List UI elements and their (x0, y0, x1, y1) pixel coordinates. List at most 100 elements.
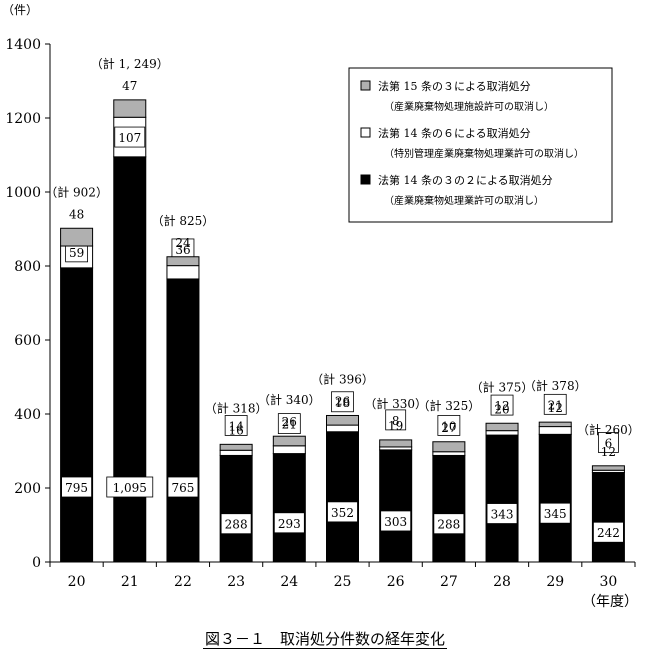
data-label: 59 (69, 246, 84, 260)
data-label-box (486, 503, 518, 524)
total-label: （計 375） (471, 379, 534, 394)
x-tick-label: 26 (387, 574, 405, 590)
x-tick-label: 23 (227, 574, 245, 590)
data-label: 27 (441, 421, 456, 435)
bar-group: 795 59 48 （計 902） (45, 184, 108, 563)
data-label-box (114, 126, 146, 148)
data-label: 352 (331, 506, 354, 520)
bar-segment (591, 465, 625, 471)
data-label-box (539, 502, 571, 524)
data-label: 1,095 (113, 481, 147, 495)
bar-segment (538, 426, 572, 435)
data-label: 345 (544, 507, 567, 521)
y-axis: 0 200 400 600 800 1000 1200 1400 (5, 37, 51, 571)
total-label: （計 330） (364, 396, 427, 411)
bar-segment (485, 430, 519, 436)
bar-segment (485, 422, 519, 432)
total-label: （計 378） (524, 378, 587, 393)
data-label-box (331, 391, 354, 413)
x-axis: 20 21 22 23 24 25 26 27 28 29 30 (49, 561, 636, 590)
chart: （件） 0 200 400 600 800 1000 1200 1400 795 59 48 （計 … (2, 3, 640, 610)
bar-segment (60, 227, 94, 247)
data-label: 20 (494, 402, 509, 416)
x-tick-label: 28 (493, 574, 511, 590)
bar-segment (326, 414, 359, 426)
bar-segment (326, 424, 359, 433)
total-label: （計 902） (45, 184, 108, 199)
legend-swatch (360, 174, 371, 185)
data-label: 303 (384, 515, 407, 529)
data-label: 24 (175, 236, 191, 250)
data-label: 293 (278, 517, 301, 531)
data-label: 12 (601, 445, 616, 459)
data-label: 288 (437, 518, 460, 532)
x-tick-label: 24 (280, 574, 298, 590)
legend-sublabel: （特別管理産業廃棄物処理業許可の取消し） (384, 147, 584, 160)
data-label-box (543, 393, 567, 415)
bar-segment (272, 435, 306, 447)
bar-segment (591, 471, 625, 563)
data-label-box (490, 394, 514, 416)
y-tick-label: 400 (14, 407, 41, 423)
legend-sublabel: （産業廃棄物処理施設許可の取消し） (384, 100, 554, 113)
legend-sublabel: （産業廃棄物処理業許可の取消し） (384, 194, 544, 207)
bar-segment (432, 441, 466, 453)
bar-segment (219, 449, 253, 456)
bar-segment (219, 454, 253, 563)
bar-group: 1,095 107 47 （計 1, 249） (91, 56, 169, 563)
data-label: 19 (388, 419, 403, 433)
data-label-box (273, 512, 305, 534)
bar-segment (538, 433, 572, 563)
total-label: （計 1, 249） (91, 56, 169, 71)
total-label: （計 396） (311, 371, 374, 386)
x-tick-label: 30 (599, 574, 617, 590)
data-label-box (106, 476, 154, 498)
data-label: 21 (282, 418, 297, 432)
x-axis-label: （年度） (582, 594, 638, 610)
x-tick-label: 21 (121, 574, 139, 590)
figure-caption: 図３－１ 取消処分件数の経年変化 (0, 628, 650, 649)
legend-item: 法第 14 条の３の２による取消処分 （産業廃棄物処理業許可の取消し） (360, 173, 553, 207)
legend-label: 法第 15 条の３による取消処分 (378, 79, 531, 93)
data-label: 48 (69, 207, 84, 221)
bar-segment (219, 443, 253, 451)
bar-segment (272, 453, 306, 563)
legend-item: 法第 14 条の６による取消処分 （特別管理産業廃棄物処理業許可の取消し） (360, 126, 584, 160)
data-label-box (224, 415, 248, 436)
y-tick-label: 1400 (5, 37, 41, 53)
bar-segment (113, 99, 147, 118)
y-tick-label: 200 (14, 481, 41, 497)
data-label-box (593, 521, 624, 543)
legend-item: 法第 15 条の３による取消処分 （産業廃棄物処理施設許可の取消し） (360, 79, 554, 113)
data-label: 765 (172, 481, 195, 495)
y-tick-label: 1200 (5, 111, 41, 127)
data-label-box (598, 432, 619, 453)
bar-segment (379, 439, 413, 448)
data-label: 107 (118, 131, 141, 145)
data-label: 18 (335, 396, 350, 410)
legend-label: 法第 14 条の６による取消処分 (378, 126, 531, 140)
data-label-box (437, 415, 461, 436)
legend-swatch (360, 80, 371, 91)
x-tick-label: 25 (334, 574, 352, 590)
x-tick-label: 20 (68, 574, 86, 590)
bar-segment (432, 451, 466, 456)
data-label: 242 (597, 526, 620, 540)
x-tick-label: 27 (440, 574, 458, 590)
bar-segment (432, 454, 466, 563)
data-label-box (380, 510, 412, 532)
data-label-box (277, 413, 301, 434)
data-label-box (433, 513, 465, 535)
data-label-box (385, 409, 407, 431)
data-label: 26 (282, 415, 297, 429)
data-label-box (220, 513, 252, 535)
bar-segment (166, 265, 200, 280)
y-axis-label: （件） (2, 3, 38, 17)
data-label: 14 (228, 419, 244, 433)
